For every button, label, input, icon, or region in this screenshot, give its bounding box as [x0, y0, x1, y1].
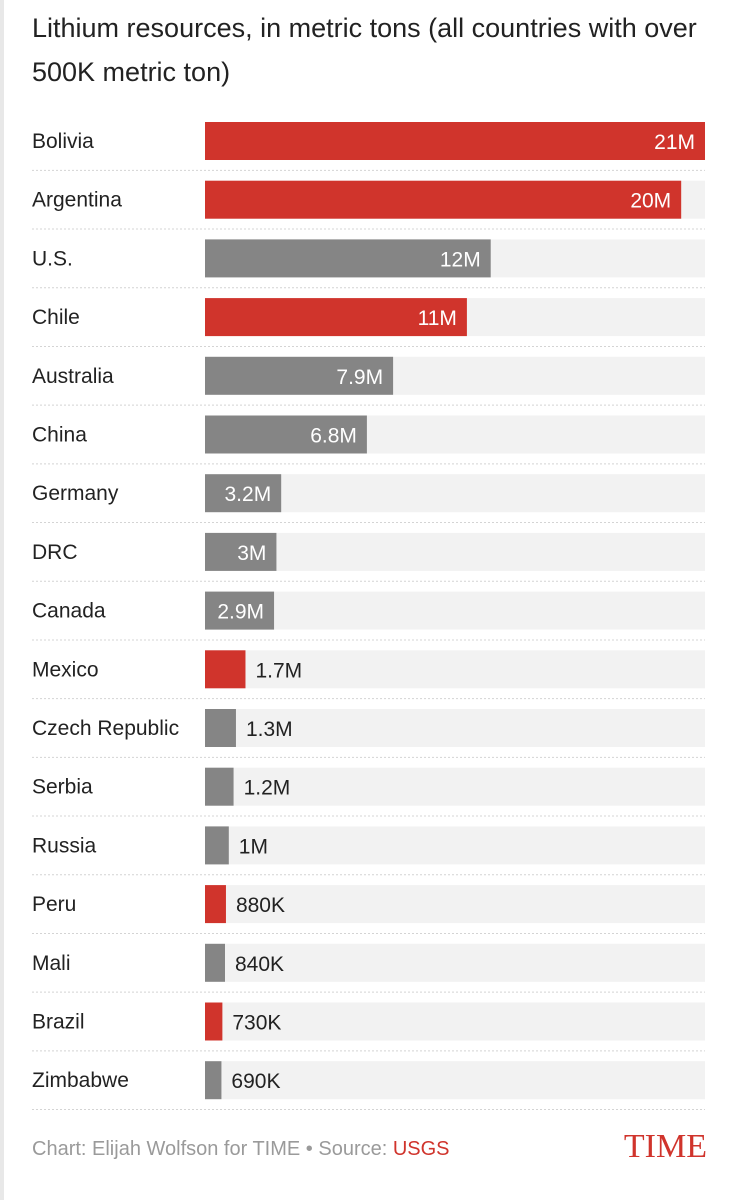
value-label-germany: 3.2M — [225, 483, 272, 506]
value-label-peru: 880K — [236, 894, 285, 917]
bar-chart: Bolivia 21M Argentina 20M U.S. 12M Chile 11M Aus… — [32, 122, 705, 1110]
category-label-serbia: Serbia — [32, 776, 93, 799]
bar-track-zimbabwe — [205, 1061, 705, 1100]
bar-russia — [205, 826, 229, 865]
bar-china — [205, 415, 367, 454]
category-label-czech-republic: Czech Republic — [32, 717, 179, 740]
source-link[interactable]: USGS — [392, 1138, 450, 1160]
category-label-brazil: Brazil — [32, 1011, 85, 1034]
bar-track-serbia — [205, 767, 705, 806]
bar-track-brazil — [205, 1002, 705, 1041]
bar-peru — [205, 885, 226, 924]
bar-mexico — [205, 650, 246, 689]
chart-footer: Chart: Elijah Wolfson for TIME • Source:… — [32, 1138, 450, 1161]
category-label-argentina: Argentina — [32, 189, 122, 212]
bar-drc — [205, 532, 277, 571]
value-label-u-s: 12M — [440, 248, 481, 271]
bar-bolivia — [205, 122, 705, 160]
value-label-australia: 7.9M — [336, 366, 383, 389]
bar-track-drc — [205, 532, 705, 571]
time-logo: TIME — [623, 1128, 707, 1165]
category-label-canada: Canada — [32, 600, 106, 623]
value-label-russia: 1M — [239, 835, 268, 858]
bar-track-russia — [205, 826, 705, 865]
category-label-u-s: U.S. — [32, 247, 73, 270]
category-label-peru: Peru — [32, 893, 76, 916]
bar-track-czech-republic — [205, 709, 705, 747]
bar-czech-republic — [205, 709, 236, 747]
bar-track-germany — [205, 474, 705, 513]
value-label-china: 6.8M — [310, 425, 357, 448]
value-label-mexico: 1.7M — [255, 659, 302, 682]
bar-zimbabwe — [205, 1061, 222, 1100]
bar-australia — [205, 356, 394, 395]
bar-track-peru — [205, 885, 705, 924]
value-label-argentina: 20M — [630, 190, 671, 213]
bar-u-s — [205, 239, 491, 278]
category-label-chile: Chile — [32, 306, 80, 329]
category-label-zimbabwe: Zimbabwe — [32, 1069, 129, 1092]
category-label-mali: Mali — [32, 952, 71, 975]
bar-serbia — [205, 767, 234, 806]
footer-credit: Chart: Elijah Wolfson for TIME • Source: — [32, 1138, 393, 1160]
value-label-brazil: 730K — [232, 1012, 281, 1035]
value-label-zimbabwe: 690K — [231, 1070, 280, 1093]
category-label-russia: Russia — [32, 834, 97, 857]
category-label-drc: DRC — [32, 541, 78, 564]
bar-track-canada — [205, 591, 705, 630]
category-label-china: China — [32, 424, 87, 447]
value-label-serbia: 1.2M — [244, 777, 291, 800]
category-label-bolivia: Bolivia — [32, 130, 94, 153]
value-label-chile: 11M — [418, 307, 457, 330]
value-label-mali: 840K — [235, 953, 284, 976]
left-edge — [0, 0, 4, 1200]
bar-germany — [205, 474, 282, 513]
value-label-bolivia: 21M — [654, 131, 695, 154]
bar-mali — [205, 943, 225, 982]
bar-chile — [205, 298, 467, 337]
bar-canada — [205, 591, 275, 630]
value-label-czech-republic: 1.3M — [246, 718, 293, 741]
value-label-drc: 3M — [237, 542, 266, 565]
category-label-mexico: Mexico — [32, 658, 99, 681]
category-label-australia: Australia — [32, 365, 114, 388]
bar-track-mexico — [205, 650, 705, 689]
bar-argentina — [205, 180, 682, 219]
value-label-canada: 2.9M — [217, 601, 264, 624]
bar-track-mali — [205, 943, 705, 982]
category-label-germany: Germany — [32, 482, 119, 505]
chart-title: Lithium resources, in metric tons (all c… — [32, 13, 697, 87]
bar-brazil — [205, 1002, 223, 1041]
